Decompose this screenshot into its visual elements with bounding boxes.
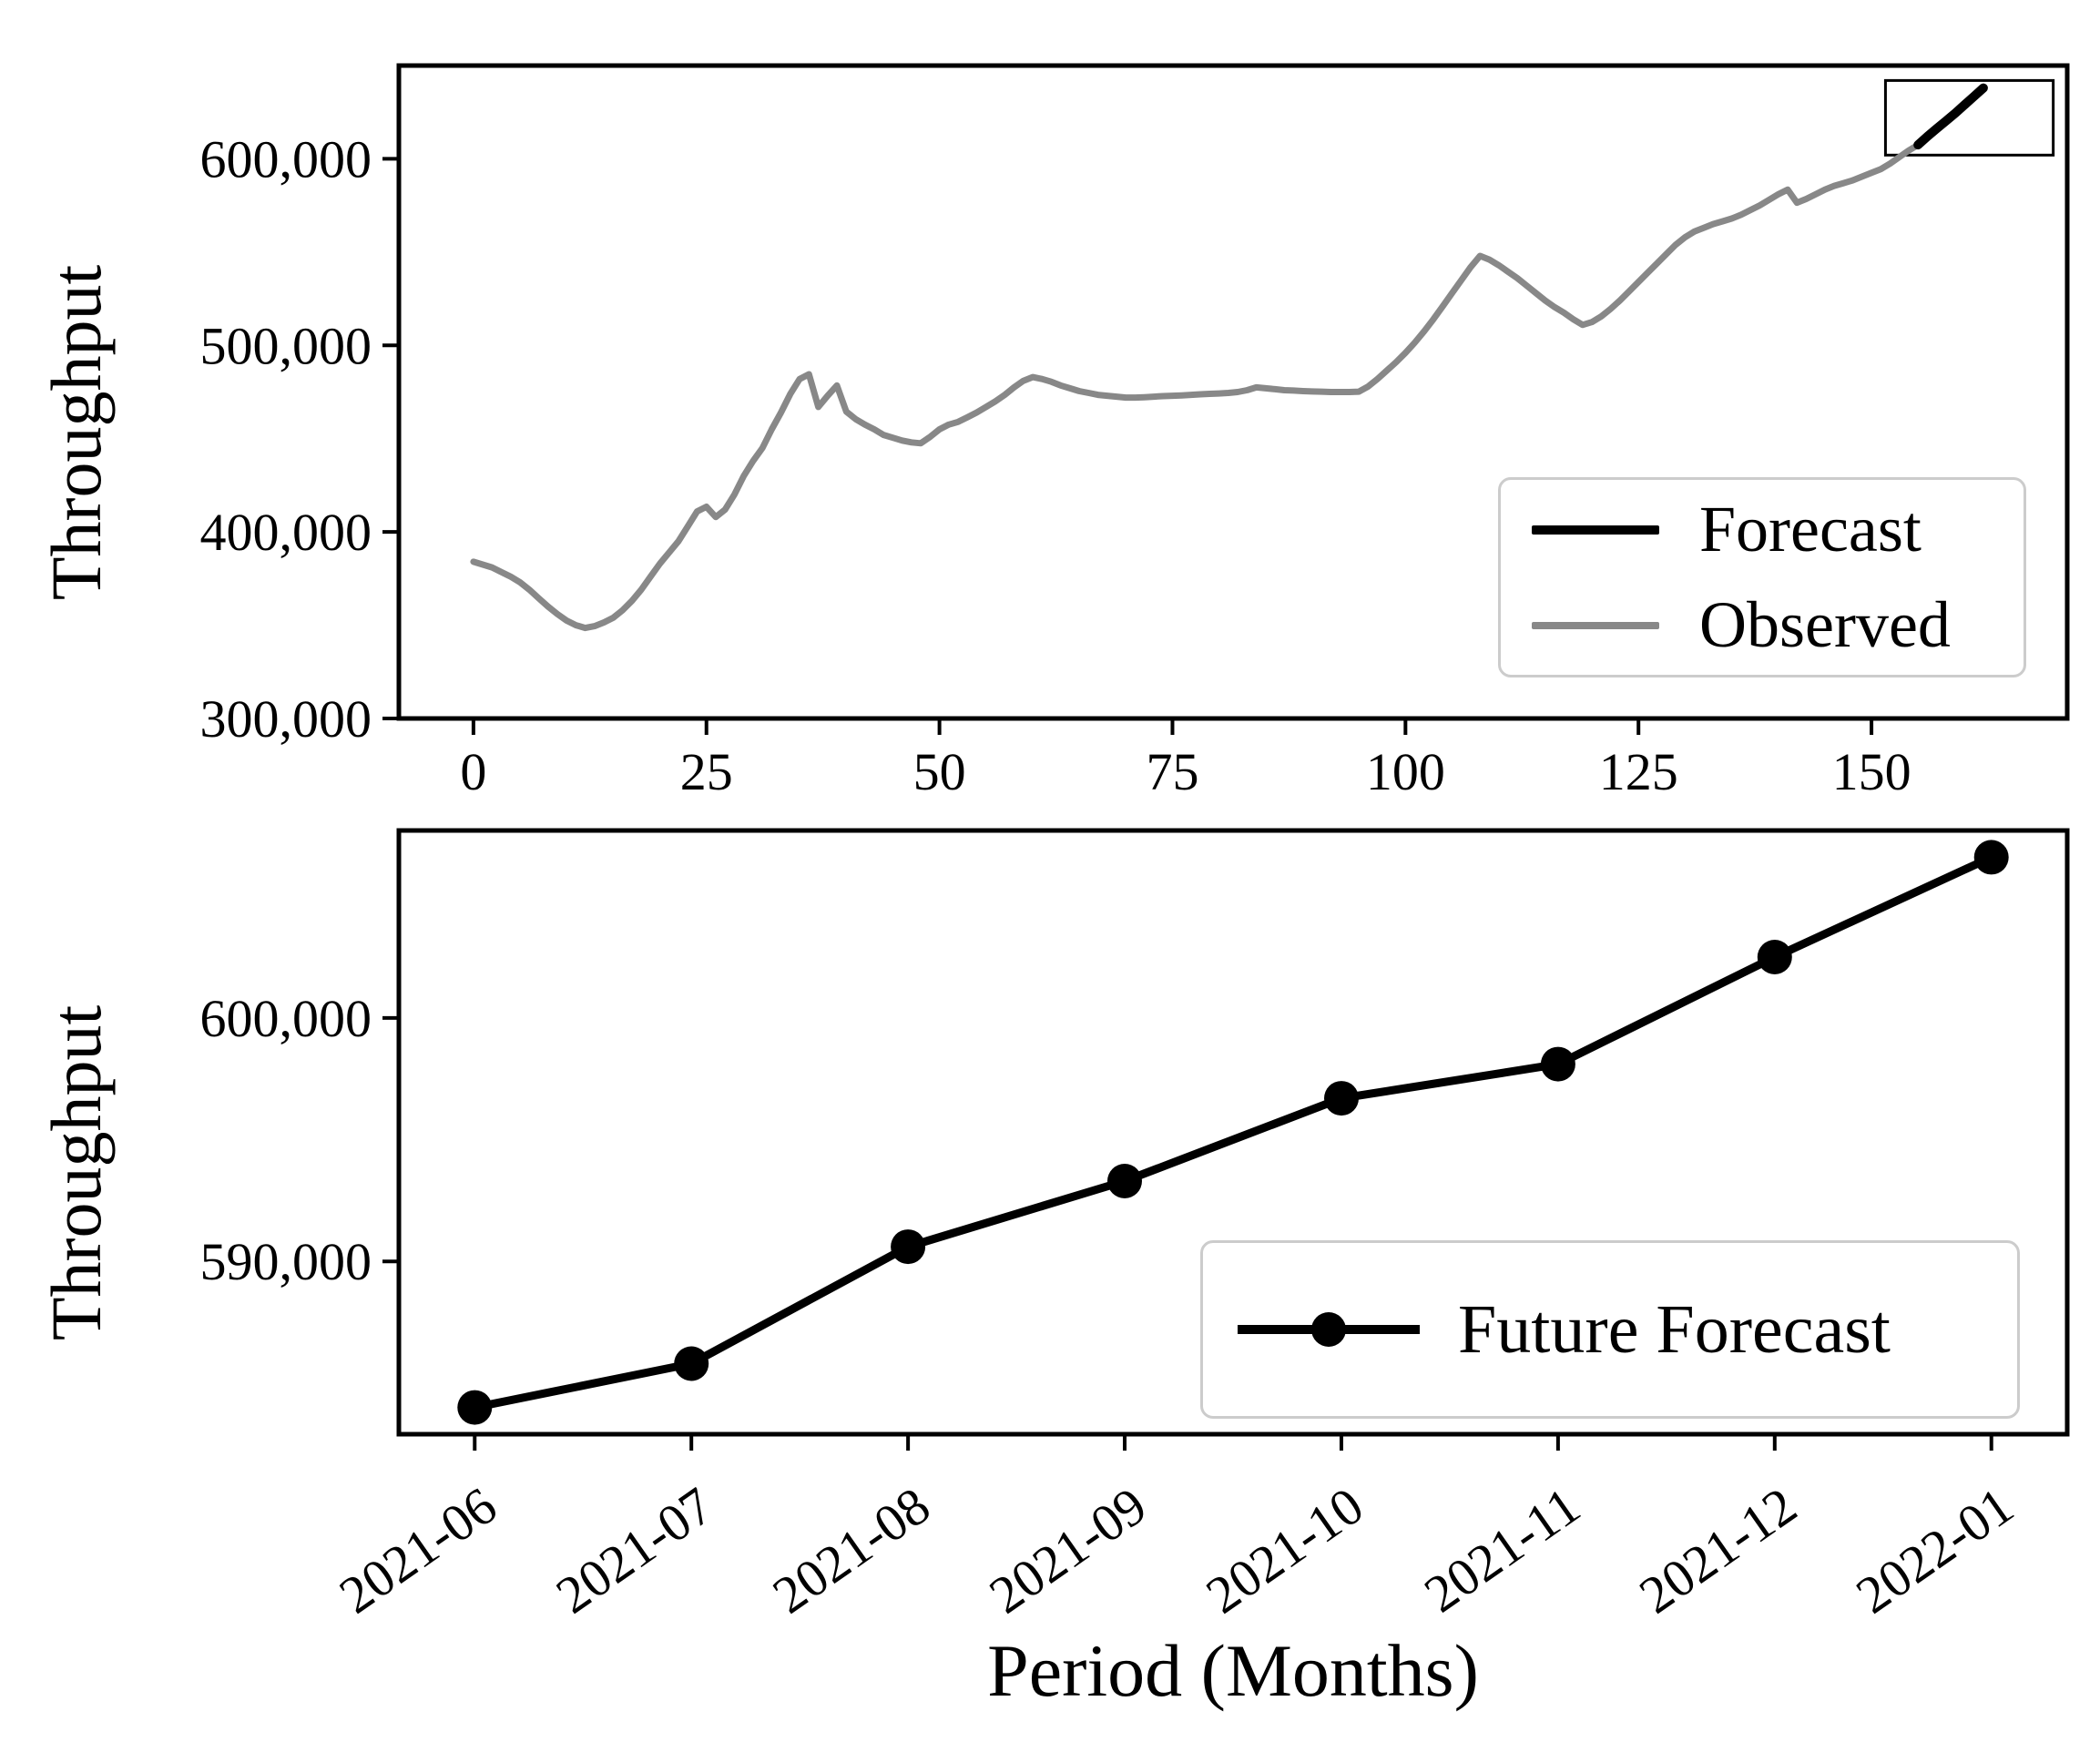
observed-line-swatch [1532, 622, 1659, 629]
date-tick-label: 2021-11 [1413, 1475, 1590, 1624]
date-tick-label: 2021-12 [1629, 1475, 1808, 1625]
data-point-marker [674, 1347, 708, 1381]
date-tick-label: 2021-08 [762, 1475, 941, 1625]
data-point-marker [891, 1229, 925, 1264]
future-forecast-swatch [1238, 1325, 1420, 1334]
date-tick-label: 2021-06 [329, 1475, 507, 1625]
bottom-x-axis-label: Period (Months) [987, 1628, 1479, 1714]
date-tick-label: 2022-01 [1846, 1475, 2024, 1625]
date-tick-label: 2021-07 [545, 1475, 724, 1625]
bottom-legend: Future Forecast [1200, 1240, 2020, 1419]
data-point-marker [1324, 1081, 1359, 1115]
date-tick-label: 2021-10 [1196, 1475, 1374, 1625]
legend-row-future-forecast: Future Forecast [1238, 1290, 1983, 1370]
data-point-marker [1974, 840, 2009, 874]
legend-row-forecast: Forecast [1532, 492, 1993, 567]
future-forecast-legend-label: Future Forecast [1458, 1290, 1891, 1370]
y-tick-label: 590,000 [200, 1232, 372, 1291]
forecast-legend-label: Forecast [1699, 492, 1922, 567]
figure-canvas: 0255075100125150300,000400,000500,000600… [0, 0, 2100, 1742]
date-tick-label: 2021-09 [979, 1475, 1157, 1625]
data-point-marker [1107, 1164, 1142, 1198]
data-point-marker [457, 1391, 492, 1425]
top-y-axis-label: Throughput [36, 265, 117, 600]
circle-marker-icon [1311, 1312, 1346, 1347]
legend-row-observed: Observed [1532, 587, 1993, 663]
forecast-line-swatch [1532, 525, 1659, 535]
bottom-chart-svg: 2021-06 2021-07 2021-08 2021-09 2021-10 2021-… [0, 0, 2100, 1742]
data-point-marker [1758, 940, 1792, 974]
y-tick-label: 600,000 [200, 989, 372, 1048]
data-point-marker [1541, 1047, 1575, 1082]
observed-legend-label: Observed [1699, 587, 1951, 663]
top-legend: Forecast Observed [1498, 477, 2026, 677]
bottom-y-axis-label: Throughput [36, 1005, 117, 1340]
